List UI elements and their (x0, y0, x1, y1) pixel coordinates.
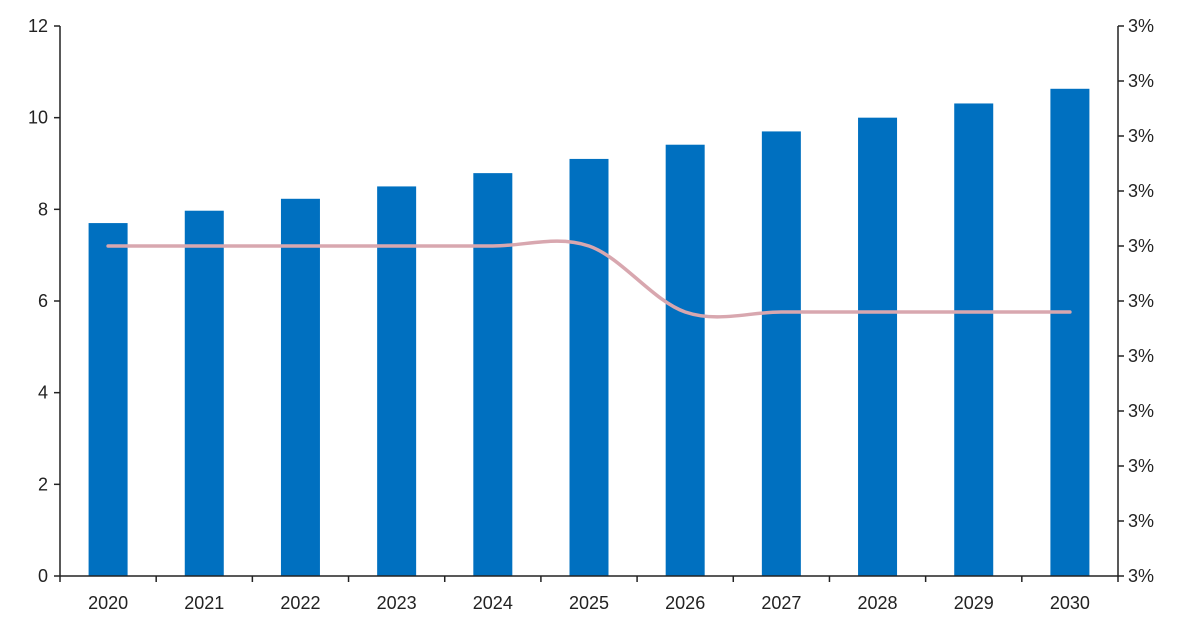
x-tick-label-2027: 2027 (761, 593, 801, 613)
x-tick-label-2028: 2028 (858, 593, 898, 613)
y2-tick-label: 3% (1128, 126, 1154, 146)
line-path (106, 239, 1072, 319)
y-tick-label: 2 (38, 474, 48, 494)
bar-2027 (761, 131, 801, 577)
bar-2022 (280, 198, 320, 577)
y2-tick-label: 3% (1128, 566, 1154, 586)
line-series (106, 239, 1072, 319)
y-tick-label: 12 (28, 16, 48, 36)
y-tick-label: 0 (38, 566, 48, 586)
x-tick-label-2029: 2029 (954, 593, 994, 613)
y-tick-label: 10 (28, 108, 48, 128)
y-tick-label: 4 (38, 383, 48, 403)
x-tick-label-2025: 2025 (569, 593, 609, 613)
x-tick-label-2020: 2020 (88, 593, 128, 613)
y2-tick-label: 3% (1128, 236, 1154, 256)
x-tick-label-2021: 2021 (184, 593, 224, 613)
bar-2021 (184, 210, 224, 576)
bar-2023 (377, 186, 417, 577)
y2-tick-label: 3% (1128, 456, 1154, 476)
bar-2029 (954, 103, 994, 577)
bar-2030 (1050, 88, 1090, 576)
y2-tick-label: 3% (1128, 16, 1154, 36)
x-tick-label-2023: 2023 (377, 593, 417, 613)
x-tick-label-2026: 2026 (665, 593, 705, 613)
x-tick-label-2030: 2030 (1050, 593, 1090, 613)
bar-series (88, 88, 1090, 577)
bar-2026 (665, 144, 705, 576)
y2-tick-label: 3% (1128, 291, 1154, 311)
y2-tick-label: 3% (1128, 181, 1154, 201)
axes: 0 2 4 6 8 10 12 3% 3% 3% 3% 3% 3% 3% 3% 3% 3% 3% 2020 2021 2… (28, 16, 1154, 613)
y-tick-label: 8 (38, 199, 48, 219)
bar-2025 (569, 158, 609, 577)
y2-tick-label: 3% (1128, 346, 1154, 366)
bar-2020 (88, 223, 128, 576)
y2-tick-label: 3% (1128, 71, 1154, 91)
y2-tick-label: 3% (1128, 401, 1154, 421)
bar-2024 (473, 173, 513, 576)
y2-tick-label: 3% (1128, 511, 1154, 531)
x-tick-label-2022: 2022 (280, 593, 320, 613)
bar-2028 (858, 117, 898, 577)
x-tick-label-2024: 2024 (473, 593, 513, 613)
y-tick-label: 6 (38, 291, 48, 311)
